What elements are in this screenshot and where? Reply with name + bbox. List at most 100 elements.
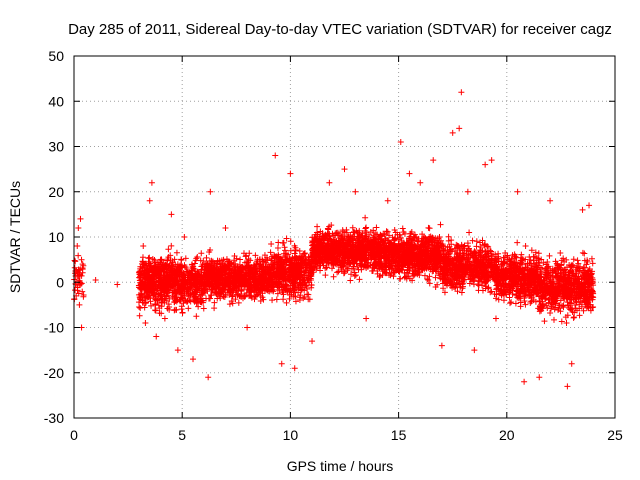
data-point xyxy=(183,278,190,285)
data-point xyxy=(193,313,200,320)
data-point xyxy=(79,269,86,276)
data-point xyxy=(139,260,146,267)
data-point xyxy=(269,297,276,304)
data-point xyxy=(179,288,186,295)
data-point xyxy=(136,271,143,278)
data-point xyxy=(165,263,172,270)
data-point xyxy=(78,272,85,279)
data-point xyxy=(80,293,87,300)
data-point xyxy=(167,284,174,291)
data-point xyxy=(322,272,329,279)
data-point xyxy=(164,257,171,264)
data-point xyxy=(237,256,244,263)
data-point xyxy=(287,247,294,254)
data-point xyxy=(136,312,143,319)
data-point xyxy=(235,299,242,306)
data-point xyxy=(152,282,159,289)
data-point xyxy=(282,247,289,254)
data-point xyxy=(242,259,249,266)
data-point xyxy=(207,295,214,302)
data-point xyxy=(198,299,205,306)
chart-title: Day 285 of 2011, Sidereal Day-to-day VTE… xyxy=(68,21,612,38)
data-point xyxy=(163,285,170,292)
data-point xyxy=(79,288,86,295)
data-point xyxy=(148,302,155,309)
data-point xyxy=(356,276,363,283)
data-point xyxy=(143,293,150,300)
data-point xyxy=(185,305,192,312)
data-point xyxy=(137,274,144,281)
data-point xyxy=(167,279,174,286)
data-point xyxy=(274,245,281,252)
data-point xyxy=(161,297,168,304)
data-point xyxy=(78,256,85,263)
data-point xyxy=(475,282,482,289)
data-point xyxy=(195,303,202,310)
data-points xyxy=(71,89,597,390)
data-point xyxy=(135,299,142,306)
data-point xyxy=(146,258,153,265)
data-point xyxy=(527,256,534,263)
data-point xyxy=(176,273,183,280)
data-point xyxy=(259,256,266,263)
data-point xyxy=(181,297,188,304)
data-point xyxy=(188,261,195,268)
data-point xyxy=(466,229,473,236)
data-point xyxy=(158,298,165,305)
data-point xyxy=(177,284,184,291)
data-point xyxy=(137,305,144,312)
data-point xyxy=(137,295,144,302)
data-point xyxy=(165,246,172,253)
data-point xyxy=(158,310,165,317)
data-point xyxy=(194,254,201,261)
data-point xyxy=(396,275,403,282)
data-point xyxy=(191,260,198,267)
data-point xyxy=(178,306,185,313)
data-point xyxy=(193,300,200,307)
data-point xyxy=(145,255,152,262)
data-point xyxy=(173,287,180,294)
data-point xyxy=(182,255,189,262)
data-point xyxy=(72,258,79,265)
data-point xyxy=(168,242,175,249)
data-point xyxy=(314,223,321,230)
data-point xyxy=(283,235,290,242)
data-point xyxy=(181,272,188,279)
data-point xyxy=(304,286,311,293)
data-point xyxy=(150,269,157,276)
data-point xyxy=(141,267,148,274)
data-point xyxy=(207,246,214,253)
data-point xyxy=(194,287,201,294)
data-point xyxy=(200,305,207,312)
data-point xyxy=(160,286,167,293)
data-point xyxy=(71,264,78,271)
data-point xyxy=(200,257,207,264)
data-point xyxy=(191,277,198,284)
data-point xyxy=(173,249,180,256)
data-point xyxy=(363,224,370,231)
data-point xyxy=(196,291,203,298)
data-point xyxy=(149,255,156,262)
data-point xyxy=(211,299,218,306)
data-point xyxy=(191,296,198,303)
data-point xyxy=(184,298,191,305)
data-point xyxy=(168,271,175,278)
data-point xyxy=(179,271,186,278)
data-point xyxy=(157,264,164,271)
data-point xyxy=(183,265,190,272)
data-point xyxy=(203,254,210,261)
data-point xyxy=(159,267,166,274)
data-point xyxy=(473,238,480,245)
data-point xyxy=(146,265,153,272)
data-point xyxy=(138,279,145,286)
data-point xyxy=(162,275,169,282)
data-point xyxy=(252,252,259,259)
data-point xyxy=(71,257,78,264)
data-point xyxy=(190,291,197,298)
data-point xyxy=(153,278,160,285)
data-point xyxy=(193,255,200,262)
data-point xyxy=(174,278,181,285)
data-point xyxy=(76,267,83,274)
data-point xyxy=(165,254,172,261)
